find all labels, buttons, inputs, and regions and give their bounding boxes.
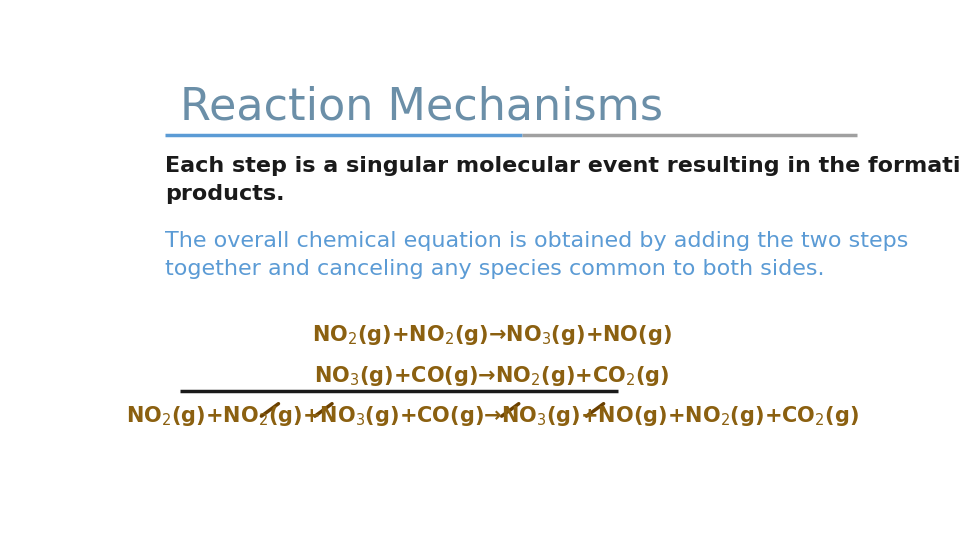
Text: Each step is a singular molecular event resulting in the formation of
products.: Each step is a singular molecular event … — [165, 156, 960, 204]
Text: NO$_2$(g)+NO$_2$(g)+NO$_3$(g)+CO(g)→NO$_3$(g)+NO(g)+NO$_2$(g)+CO$_2$(g): NO$_2$(g)+NO$_2$(g)+NO$_3$(g)+CO(g)→NO$_… — [126, 404, 858, 428]
Text: The overall chemical equation is obtained by adding the two steps
together and c: The overall chemical equation is obtaine… — [165, 231, 908, 279]
Text: Reaction Mechanisms: Reaction Mechanisms — [180, 85, 662, 129]
Text: NO$_3$(g)+CO(g)→NO$_2$(g)+CO$_2$(g): NO$_3$(g)+CO(g)→NO$_2$(g)+CO$_2$(g) — [314, 364, 670, 388]
Text: NO$_2$(g)+NO$_2$(g)→NO$_3$(g)+NO(g): NO$_2$(g)+NO$_2$(g)→NO$_3$(g)+NO(g) — [312, 322, 672, 347]
